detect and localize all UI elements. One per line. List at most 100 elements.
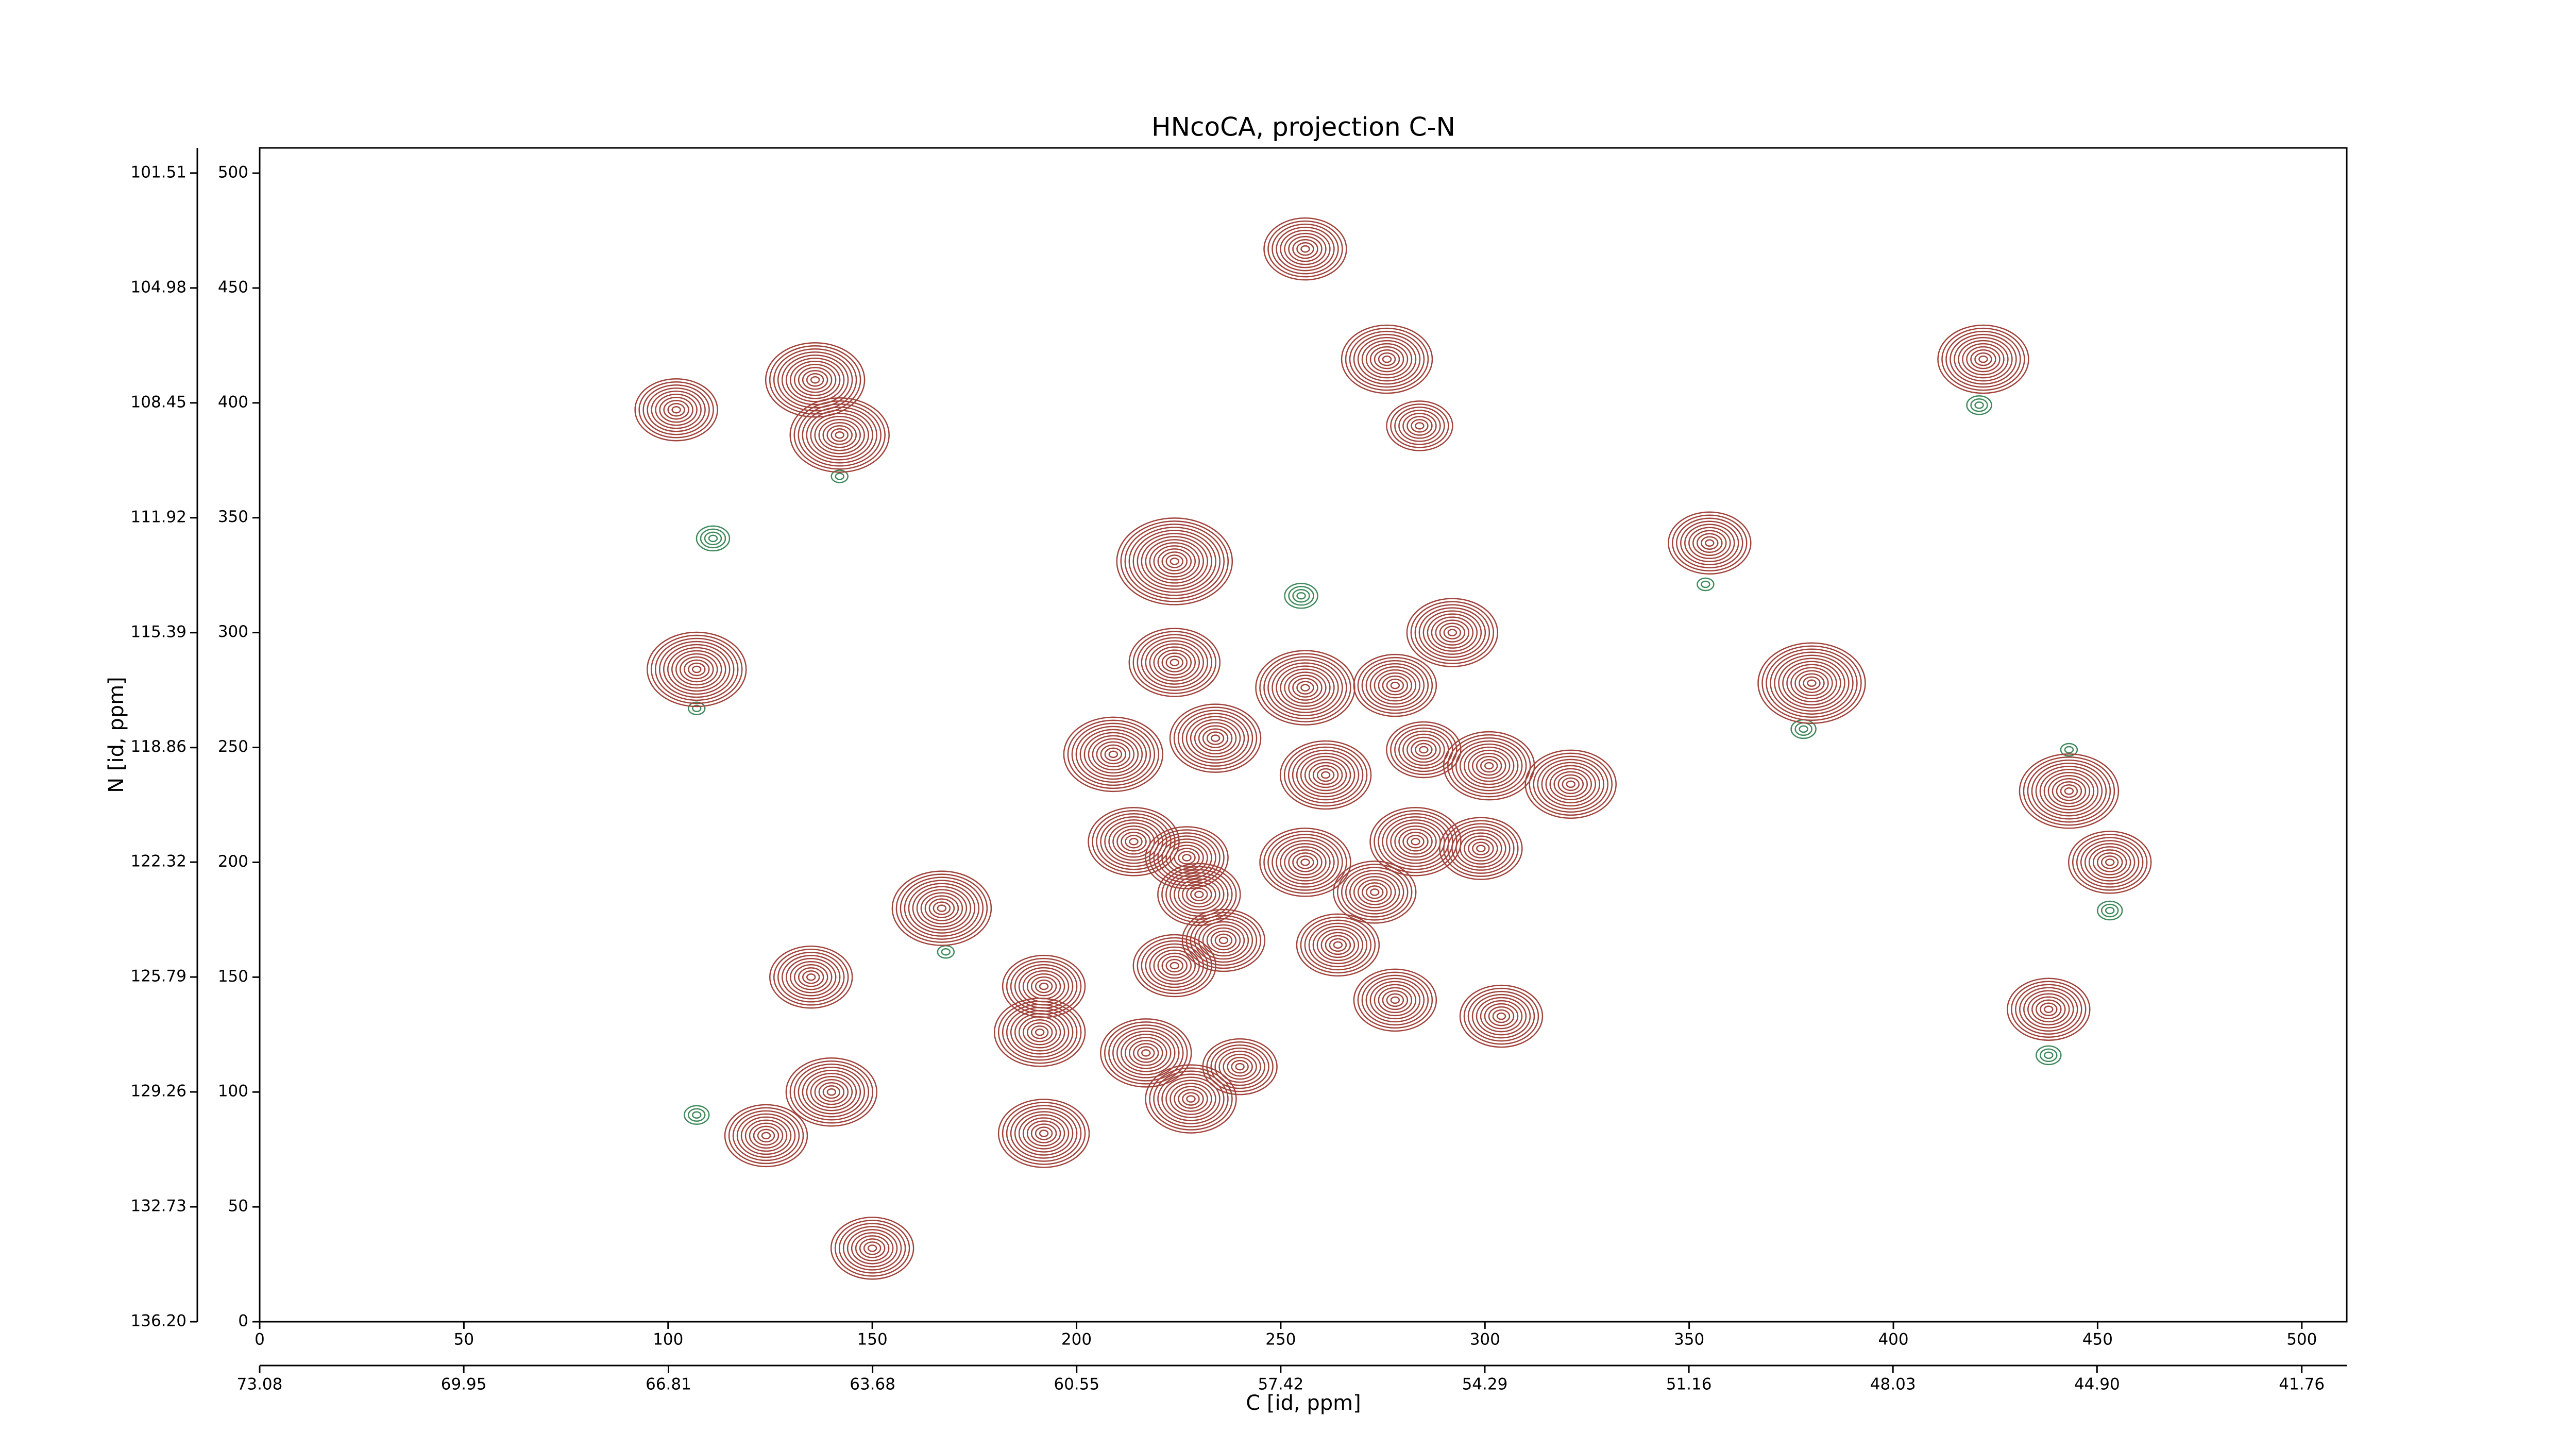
contour-ring [2044,1051,2054,1059]
x2-tick-label: 63.68 [850,1375,895,1394]
contour-ring [793,964,828,990]
contour-ring [1398,410,1441,442]
y-tick-label: 150 [218,967,248,986]
contour-ring [1157,649,1192,676]
contour-ring [1288,235,1323,262]
contour-ring [1778,658,1845,709]
contour-ring [1170,1083,1212,1115]
contour-ring [1276,665,1335,710]
y-tick-label: 250 [218,737,248,756]
contour-ring [1129,838,1139,846]
contour-ring [1361,660,1429,711]
y-tick-label: 0 [238,1312,248,1330]
contour-ring [728,1107,804,1165]
y-tick-label: 300 [218,622,248,641]
contour-ring [1287,746,1364,804]
contour-ring [1161,551,1188,571]
contour-ring [1108,1024,1184,1082]
contour-ring [1484,1003,1519,1030]
contour-ring [1398,730,1449,769]
contour-ring [1284,583,1318,609]
contour-ring [1280,843,1331,882]
contour-ring [2096,852,2123,872]
contour-ring [1185,716,1245,761]
contour-ring [1010,1010,1070,1055]
contour-ring [781,955,841,1000]
contour-ring [1071,722,1156,786]
contour-ring [1227,1056,1253,1077]
contour-ring [908,883,976,934]
contour-ring [1006,1105,1082,1162]
contour-ring [1165,1080,1216,1118]
contour-ring [1121,832,1147,852]
contour-ring [1443,731,1535,801]
contour-ring [1210,930,1237,951]
contour-ring [1439,622,1466,643]
contour-ring [814,415,865,454]
contour-ring [1292,852,1318,872]
contour-ring [1300,245,1310,253]
contour-ring [1463,987,1539,1045]
contour-ring [1202,728,1229,748]
contour-ring [1300,916,1376,974]
contour-ring [1190,887,1208,902]
contour-ring [900,877,984,940]
contour-ring [1178,851,1196,865]
y2-tick-label: 125.79 [131,967,187,986]
contour-ring [1786,664,1837,702]
contour-ring [826,425,853,445]
contour-ring [667,402,685,417]
x-tick-label: 350 [1674,1330,1704,1349]
contour-ring [1761,645,1862,721]
contour-ring [1112,1027,1180,1079]
contour-ring [753,1125,779,1146]
contour-ring [1014,1013,1065,1052]
contour-ring [798,967,824,987]
contour-ring [1345,327,1429,391]
contour-ring [1411,419,1429,433]
contour-ring [785,1057,878,1127]
contour-ring [1435,619,1470,646]
contour-ring [1451,826,1511,871]
x-tick-label: 250 [1265,1330,1296,1349]
contour-ring [891,870,992,946]
contour-ring [1190,719,1241,757]
contour-ring [802,406,877,464]
contour-ring [1014,1111,1074,1156]
contour-ring [1422,610,1482,655]
contour-ring [659,396,693,423]
contour-ring [675,653,718,686]
contour-ring [867,1244,877,1252]
contour-ring [1096,813,1172,870]
contour-ring [798,367,833,393]
contour-ring [1308,762,1343,788]
x2-tick-label: 60.55 [1054,1375,1099,1394]
contour-ring [1292,749,1360,801]
contour-ring [1035,1029,1045,1036]
contour-ring [810,376,820,384]
contour-ring [1194,890,1204,899]
contour-ring [1214,1047,1265,1086]
contour-ring [1182,1092,1200,1106]
contour-ring [1165,554,1184,568]
chart-title: HNcoCA, projection C-N [1151,112,1455,142]
contour-ring [895,873,988,943]
contour-ring [1443,820,1519,877]
y2-tick-label: 101.51 [131,163,187,181]
contour-ring [2100,903,2119,918]
contour-ring [1325,935,1351,955]
contour-ring [1382,355,1392,363]
contour-ring [1153,646,1196,679]
contour-ring [859,1238,886,1258]
contour-ring [1026,1120,1061,1147]
contour-ring [802,1069,861,1115]
contour-ring [1390,403,1449,448]
contour-ring [1116,517,1233,605]
contour-ring [2096,900,2123,921]
contour-ring [634,378,718,442]
x2-tick-label: 48.03 [1870,1375,1916,1394]
contour-ring [1386,721,1462,779]
contour-ring [773,949,849,1006]
contour-ring [1030,1123,1057,1143]
